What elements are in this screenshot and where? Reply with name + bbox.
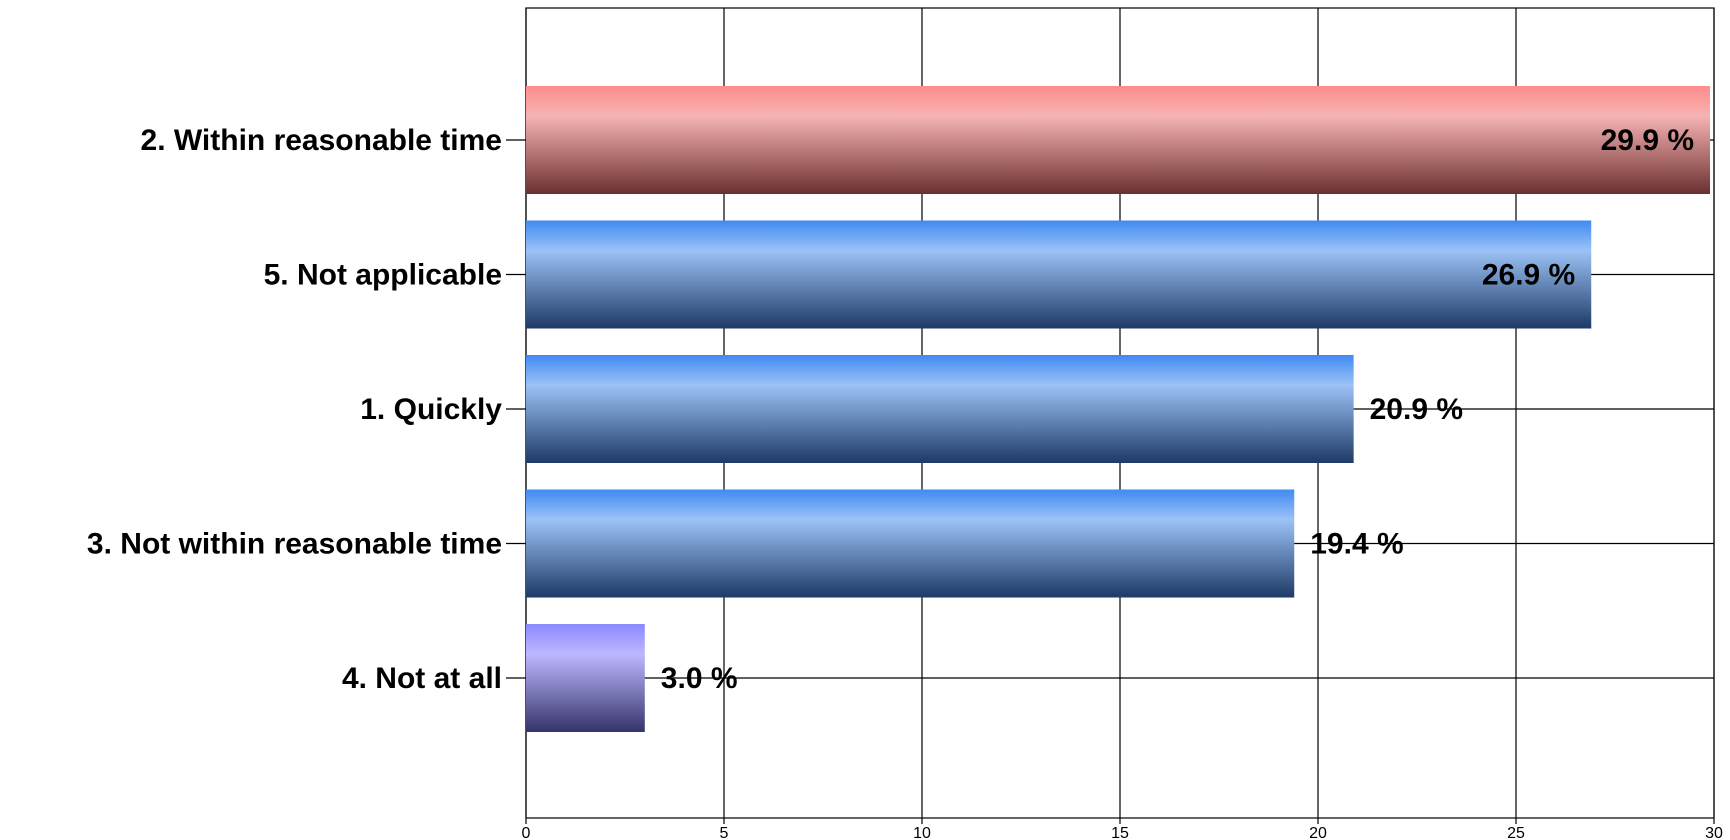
data-label: 20.9 % <box>1370 393 1463 426</box>
x-tick-label: 10 <box>913 825 931 840</box>
x-tick-label: 25 <box>1507 825 1525 840</box>
category-label: 3. Not within reasonable time <box>87 528 502 561</box>
labels: 0 5 10 15 20 25 30 2. Within reasonable time 29.… <box>87 124 1723 840</box>
bar <box>526 624 645 732</box>
data-label: 19.4 % <box>1310 528 1403 561</box>
category-label: 5. Not applicable <box>264 259 502 292</box>
bar <box>526 489 1295 598</box>
x-tick-label: 20 <box>1309 825 1327 840</box>
bars <box>526 86 1711 732</box>
x-tick-label: 30 <box>1705 825 1723 840</box>
category-label: 2. Within reasonable time <box>141 124 502 157</box>
category-label: 1. Quickly <box>360 393 502 426</box>
bar <box>526 86 1711 194</box>
category-label: 4. Not at all <box>342 662 502 695</box>
x-tick-label: 5 <box>720 825 729 840</box>
data-label: 3.0 % <box>661 662 738 695</box>
x-tick-label: 15 <box>1111 825 1129 840</box>
data-label: 29.9 % <box>1601 124 1694 157</box>
bar <box>526 355 1354 463</box>
data-label: 26.9 % <box>1482 259 1575 292</box>
bar <box>526 220 1592 329</box>
x-tick-label: 0 <box>522 825 531 840</box>
